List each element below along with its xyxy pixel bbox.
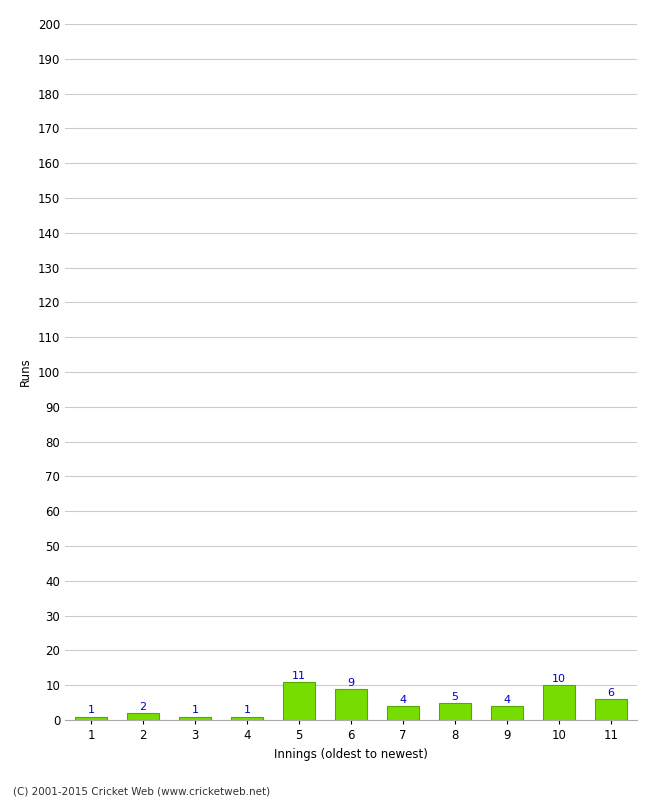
Bar [75, 717, 107, 720]
Text: 1: 1 [244, 706, 250, 715]
Text: 10: 10 [552, 674, 566, 684]
Text: 9: 9 [348, 678, 354, 688]
Text: (C) 2001-2015 Cricket Web (www.cricketweb.net): (C) 2001-2015 Cricket Web (www.cricketwe… [13, 786, 270, 796]
Text: 5: 5 [452, 691, 458, 702]
Bar [335, 689, 367, 720]
Text: 1: 1 [88, 706, 94, 715]
Text: 1: 1 [192, 706, 198, 715]
Text: 4: 4 [400, 695, 406, 705]
Bar [439, 702, 471, 720]
Bar [231, 717, 263, 720]
Text: 4: 4 [504, 695, 510, 705]
Bar [387, 706, 419, 720]
Text: 11: 11 [292, 670, 306, 681]
Bar [491, 706, 523, 720]
X-axis label: Innings (oldest to newest): Innings (oldest to newest) [274, 747, 428, 761]
Text: 6: 6 [608, 688, 614, 698]
Bar [543, 685, 575, 720]
Text: 2: 2 [140, 702, 146, 712]
Bar [179, 717, 211, 720]
Bar [283, 682, 315, 720]
Bar [595, 699, 627, 720]
Y-axis label: Runs: Runs [20, 358, 32, 386]
Bar [127, 713, 159, 720]
